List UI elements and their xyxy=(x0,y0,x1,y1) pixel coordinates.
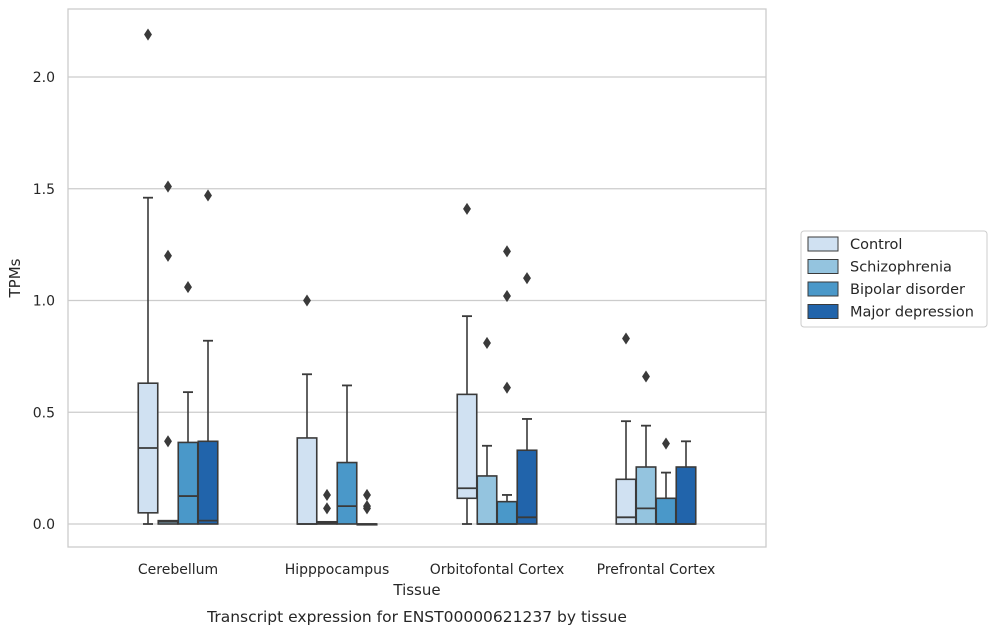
outlier-marker xyxy=(662,437,670,450)
box-major-depression xyxy=(197,189,219,525)
box-iqr xyxy=(516,449,538,525)
legend-label: Major depression xyxy=(850,305,974,321)
legend-label: Bipolar disorder xyxy=(850,282,965,298)
y-tick-labels: 0.0 0.5 1.0 1.5 2.0 xyxy=(33,70,55,533)
box-major-depression xyxy=(516,272,538,525)
box-bipolar-disorder xyxy=(496,245,518,525)
box-iqr xyxy=(296,437,318,525)
box-iqr xyxy=(336,461,358,525)
box-iqr xyxy=(635,466,657,525)
outlier-marker xyxy=(503,289,511,303)
legend-swatch xyxy=(807,236,839,252)
y-tick-label: 2.0 xyxy=(33,70,55,86)
outlier-marker xyxy=(164,180,172,193)
outlier-marker xyxy=(503,381,511,394)
outlier-marker xyxy=(323,488,331,501)
box-bipolar-disorder xyxy=(336,384,358,525)
box-iqr xyxy=(456,393,478,500)
y-axis-label: TPMs xyxy=(6,258,24,298)
x-axis-label: Tissue xyxy=(392,581,440,599)
box-schizophrenia xyxy=(635,370,657,525)
box-iqr xyxy=(476,475,498,525)
outlier-marker xyxy=(622,332,630,345)
plot-frame xyxy=(67,8,767,548)
legend-swatch xyxy=(807,281,839,297)
box-iqr xyxy=(675,466,697,525)
x-tick-label: Hipppocampus xyxy=(285,562,390,578)
chart-caption: Transcript expression for ENST0000062123… xyxy=(206,608,627,626)
box-schizophrenia xyxy=(316,488,338,525)
box-major-depression xyxy=(356,488,378,526)
x-tick-label: Prefrontal Cortex xyxy=(597,562,716,578)
y-tick-label: 1.5 xyxy=(33,182,55,198)
box-control xyxy=(137,28,159,525)
box-iqr xyxy=(496,500,518,525)
x-tick-label: Orbitofontal Cortex xyxy=(430,562,565,578)
outlier-marker xyxy=(363,500,371,513)
legend-label: Control xyxy=(850,237,902,253)
box-schizophrenia xyxy=(476,336,498,525)
outlier-marker xyxy=(204,189,212,202)
box-iqr xyxy=(177,441,199,525)
box-iqr xyxy=(655,497,677,525)
legend: Control Schizophrenia Bipolar disorder Majo… xyxy=(800,230,988,328)
x-tick-label: Cerebellum xyxy=(138,562,218,578)
box-iqr xyxy=(197,440,219,525)
outlier-marker xyxy=(144,28,152,41)
box-major-depression xyxy=(675,440,697,525)
outlier-marker xyxy=(323,502,331,515)
outlier-marker xyxy=(303,294,311,307)
outlier-marker xyxy=(642,370,650,383)
y-tick-label: 0.0 xyxy=(33,517,55,533)
box-series xyxy=(137,28,697,526)
x-tick-labels: Cerebellum Hipppocampus Orbitofontal Corte… xyxy=(138,562,715,578)
legend-swatch xyxy=(807,304,839,319)
outlier-marker xyxy=(523,272,531,285)
outlier-marker xyxy=(463,202,471,215)
legend-frame xyxy=(800,230,988,328)
y-tick-label: 1.0 xyxy=(33,294,55,310)
plot-background xyxy=(68,9,766,547)
box-control xyxy=(456,202,478,525)
y-tick-label: 0.5 xyxy=(33,405,55,421)
outlier-marker xyxy=(483,336,491,350)
outlier-marker xyxy=(164,435,172,448)
legend-label: Schizophrenia xyxy=(850,260,952,276)
legend-swatch xyxy=(807,259,839,274)
outlier-marker xyxy=(184,281,192,294)
box-control xyxy=(296,294,318,525)
outlier-marker xyxy=(164,249,172,262)
outlier-marker xyxy=(503,245,511,258)
box-schizophrenia xyxy=(157,180,179,525)
outlier-marker xyxy=(363,488,371,501)
